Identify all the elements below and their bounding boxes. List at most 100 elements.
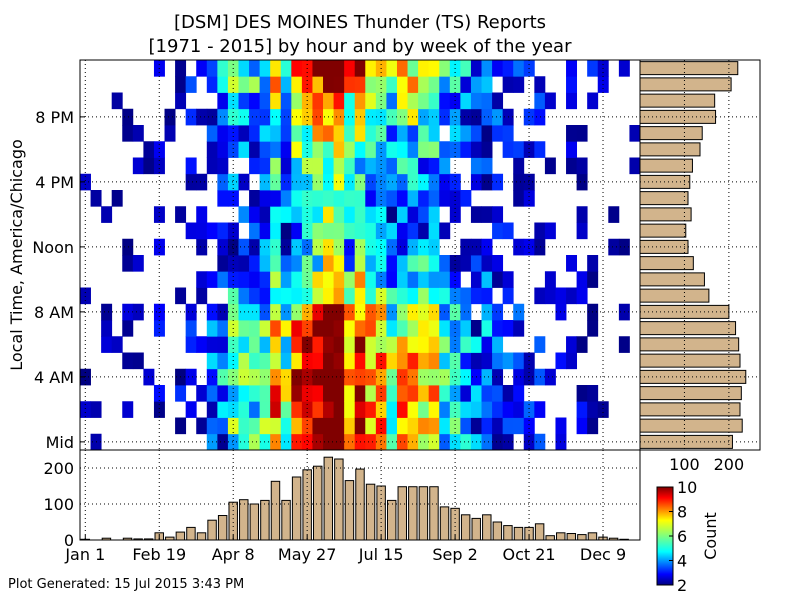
heatmap-cell [418,206,430,223]
heatmap-cell [217,401,229,418]
week-bar [482,514,492,541]
heatmap-cell [407,108,419,126]
heatmap-cell [122,303,134,321]
heatmap-cell [470,76,482,93]
heatmap-cell [492,320,504,337]
heatmap-cell [249,125,261,142]
heatmap-cell [449,287,461,305]
heatmap-cell [217,60,229,77]
heatmap-cell [323,352,334,370]
heatmap-cell [555,417,567,435]
heatmap-cell [375,206,387,223]
heatmap-cell [481,401,493,418]
week-bar [186,526,196,541]
heatmap-cell [481,336,493,353]
heatmap-cell [312,141,324,158]
heatmap-cell [312,157,324,175]
heatmap-cell [386,336,398,353]
heatmap-cell [333,255,345,272]
heatmap-cell [428,76,440,93]
heatmap-cell [544,92,556,110]
heatmap-cell [502,287,514,305]
heatmap-cell [301,368,313,386]
axes-frames [79,59,761,541]
heatmap-cell [523,238,535,256]
heatmap-cell [301,206,313,223]
heatmap-cell [587,92,599,110]
heatmap-cell [101,206,113,223]
heatmap-cell [301,287,313,305]
week-bar [556,532,566,541]
heatmap-cell [323,76,334,93]
heatmap-cell [386,76,398,93]
heatmap-cell [291,336,303,353]
heatmap-cell [259,255,271,272]
heatmap-cell [291,417,303,435]
heatmap-cell [439,352,451,370]
heatmap-cell [344,368,356,386]
heatmap-cell [259,320,271,337]
heatmap-cell [249,92,261,110]
heatmap-cell [449,401,461,418]
heatmap-cell [587,320,599,337]
heatmap-cell [259,108,271,126]
heatmap-cell [470,417,482,435]
heatmap-cell [439,141,451,158]
heatmap-cell [206,352,218,370]
heatmap-cell [439,190,451,207]
heatmap-cell [534,141,546,158]
heatmap-cell [323,190,334,207]
heatmap-cell [217,271,229,288]
week-bar [313,465,323,541]
heatmap-cell [449,108,461,126]
heatmap-cell [280,190,292,207]
heatmap-cell [449,271,461,288]
heatmap-cell [470,92,482,110]
heatmap-y-axis-label: Local Time, America/Chicago [7,139,26,371]
heatmap-cell [481,433,493,451]
heatmap-cell [280,433,292,451]
heatmap-cell [481,108,493,126]
heatmap-cell [555,287,567,305]
heatmap-cell [460,417,472,435]
heatmap-cell [449,255,461,272]
heatmap-cell [492,206,504,223]
heatmap-cell [270,271,282,288]
heatmap-cell [344,108,356,126]
heatmap-cell [481,320,493,337]
heatmap-cell [249,417,261,435]
week-bar [239,499,249,541]
heatmap-cell [523,190,535,207]
heatmap-cell [270,206,282,223]
heatmap-cell [312,92,324,110]
week-bar [492,521,503,541]
heatmap-cell [407,336,419,353]
heatmap-cell [301,271,313,288]
heatmap-cell [396,238,408,256]
heatmap-cell [270,336,282,353]
heatmap-cell [132,352,144,370]
heatmap-cell [217,336,229,353]
heatmap-cell [249,401,261,418]
heatmap-cell [206,60,218,77]
week-bar [270,480,281,541]
heatmap-cell [375,238,387,256]
heatmap-cell [238,417,250,435]
heatmap-cell [333,433,345,451]
heatmap-cell [375,141,387,158]
heatmap-cell [534,92,546,110]
heatmap-cell [386,157,398,175]
heatmap-cell [566,352,578,370]
heatmap-cell [492,108,504,126]
heatmap-cell [291,125,303,142]
week-bar [408,486,418,541]
heatmap-cell [206,401,218,418]
heatmap-cell [502,401,514,418]
heatmap-cell [238,271,250,288]
heatmap-cell [280,255,292,272]
heatmap-cell [344,255,356,272]
heatmap-cell [323,320,334,337]
heatmap-cell [333,60,345,77]
week-bar [281,499,291,541]
heatmap-cell [513,385,525,402]
